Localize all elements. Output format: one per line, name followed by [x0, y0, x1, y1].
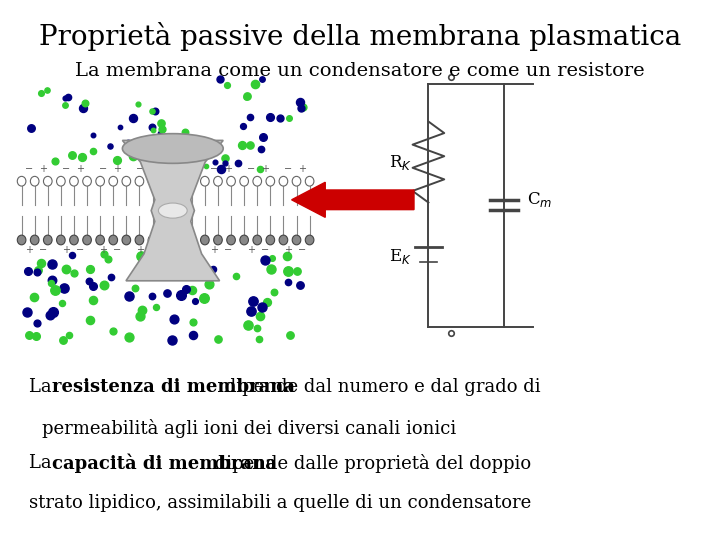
Text: permeabilità agli ioni dei diversi canali ionici: permeabilità agli ioni dei diversi canal… [42, 418, 456, 437]
Text: −: − [225, 245, 233, 255]
Ellipse shape [227, 177, 235, 186]
Ellipse shape [292, 177, 301, 186]
Ellipse shape [174, 177, 183, 186]
Text: −: − [187, 245, 195, 255]
Text: +: + [136, 245, 144, 255]
Ellipse shape [266, 177, 274, 186]
Ellipse shape [253, 235, 261, 245]
Text: La membrana come un condensatore e come un resistore: La membrana come un condensatore e come … [75, 62, 645, 80]
Text: −: − [284, 164, 292, 174]
Text: dipende dal numero e dal grado di: dipende dal numero e dal grado di [219, 378, 541, 396]
Text: +: + [99, 245, 107, 255]
Ellipse shape [174, 235, 183, 245]
Ellipse shape [70, 235, 78, 245]
Ellipse shape [135, 235, 144, 245]
Text: resistenza di membrana: resistenza di membrana [52, 378, 295, 396]
Ellipse shape [158, 203, 187, 218]
Text: −: − [113, 245, 121, 255]
Text: −: − [99, 164, 107, 174]
Ellipse shape [266, 235, 274, 245]
Text: +: + [225, 164, 233, 174]
Ellipse shape [122, 133, 223, 163]
Text: +: + [210, 245, 218, 255]
Ellipse shape [109, 177, 117, 186]
Text: +: + [24, 245, 33, 255]
Text: +: + [62, 245, 70, 255]
Ellipse shape [161, 235, 170, 245]
Ellipse shape [305, 177, 314, 186]
Text: −: − [261, 245, 269, 255]
Ellipse shape [201, 177, 210, 186]
Text: +: + [261, 164, 269, 174]
Text: −: − [150, 245, 158, 255]
Ellipse shape [279, 177, 288, 186]
Text: capacità di membrana: capacità di membrana [52, 454, 276, 473]
Text: R$_K$: R$_K$ [389, 152, 412, 172]
Ellipse shape [161, 177, 170, 186]
Text: C$_m$: C$_m$ [527, 190, 552, 210]
Text: +: + [150, 164, 158, 174]
Ellipse shape [57, 235, 66, 245]
Ellipse shape [70, 177, 78, 186]
Text: −: − [247, 164, 255, 174]
Ellipse shape [279, 235, 288, 245]
Text: La: La [29, 454, 57, 471]
Text: strato lipidico, assimilabili a quelle di un condensatore: strato lipidico, assimilabili a quelle d… [29, 494, 531, 512]
Ellipse shape [240, 177, 248, 186]
Text: +: + [39, 164, 48, 174]
Ellipse shape [292, 235, 301, 245]
Ellipse shape [96, 177, 104, 186]
Ellipse shape [201, 235, 210, 245]
Ellipse shape [240, 235, 248, 245]
Text: +: + [298, 164, 307, 174]
Text: +: + [76, 164, 84, 174]
Text: La: La [29, 378, 57, 396]
Ellipse shape [43, 235, 52, 245]
Ellipse shape [30, 235, 39, 245]
Text: −: − [76, 245, 84, 255]
Ellipse shape [30, 177, 39, 186]
Ellipse shape [214, 235, 222, 245]
Ellipse shape [17, 177, 26, 186]
Ellipse shape [109, 235, 117, 245]
Ellipse shape [135, 177, 144, 186]
Ellipse shape [17, 235, 26, 245]
Text: +: + [173, 245, 181, 255]
Ellipse shape [305, 235, 314, 245]
Text: E$_K$: E$_K$ [389, 247, 412, 266]
Ellipse shape [122, 235, 130, 245]
Text: Proprietà passive della membrana plasmatica: Proprietà passive della membrana plasmat… [39, 22, 681, 51]
Polygon shape [122, 140, 223, 281]
Polygon shape [292, 183, 414, 217]
Text: +: + [247, 245, 255, 255]
Text: −: − [136, 164, 144, 174]
Text: −: − [39, 245, 48, 255]
Text: −: − [298, 245, 307, 255]
Text: −: − [62, 164, 70, 174]
Ellipse shape [148, 235, 157, 245]
Text: −: − [210, 164, 218, 174]
Ellipse shape [253, 177, 261, 186]
Text: +: + [284, 245, 292, 255]
Text: dipende dalle proprietà del doppio: dipende dalle proprietà del doppio [209, 454, 531, 472]
Ellipse shape [187, 235, 196, 245]
Text: −: − [173, 164, 181, 174]
Ellipse shape [214, 177, 222, 186]
Ellipse shape [83, 235, 91, 245]
Text: +: + [113, 164, 121, 174]
Ellipse shape [83, 177, 91, 186]
Ellipse shape [122, 177, 130, 186]
Ellipse shape [187, 177, 196, 186]
Text: +: + [187, 164, 195, 174]
Ellipse shape [96, 235, 104, 245]
Ellipse shape [57, 177, 66, 186]
Ellipse shape [43, 177, 52, 186]
Ellipse shape [227, 235, 235, 245]
Ellipse shape [148, 177, 157, 186]
Text: −: − [24, 164, 33, 174]
